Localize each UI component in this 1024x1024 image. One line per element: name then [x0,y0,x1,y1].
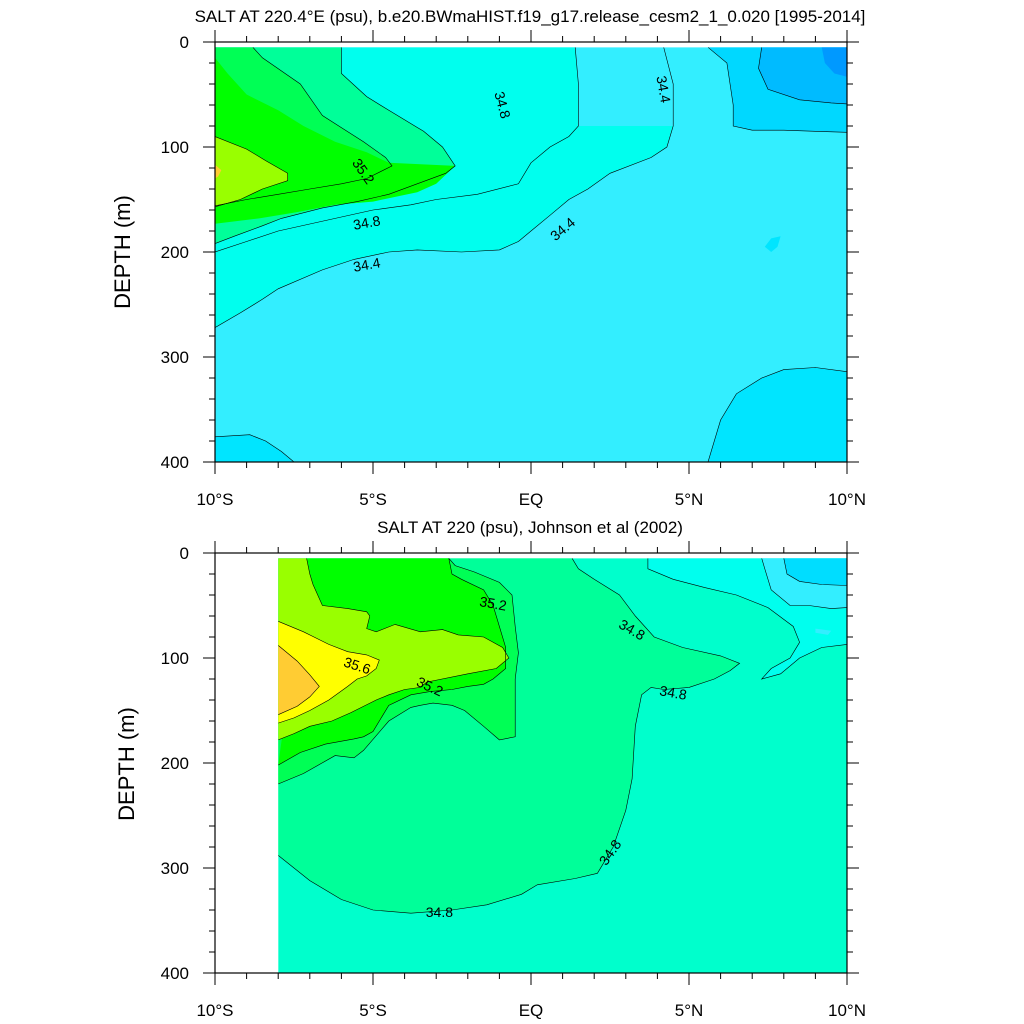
panel-title: SALT AT 220 (psu), Johnson et al (2002) [377,518,683,537]
svg-text:34.4: 34.4 [352,254,382,275]
salinity-region [215,164,222,179]
y-tick-label: 100 [161,138,189,157]
salinity-region [815,628,832,635]
y-tick-label: 300 [161,859,189,878]
svg-text:34.8: 34.8 [658,682,688,703]
contour-line [215,47,579,253]
contour-line [278,558,510,741]
salinity-field [215,47,847,462]
y-tick-label: 200 [161,243,189,262]
x-tick-label: 5°N [675,490,704,509]
contour-label: 34.4 [352,254,382,275]
contour-line [278,558,741,914]
x-tick-label: 5°S [359,1001,387,1020]
y-tick-label: 400 [161,964,189,983]
salinity-region [215,136,288,207]
svg-text:34.8: 34.8 [352,212,382,233]
x-tick-label: EQ [519,1001,544,1020]
salinity-region [708,367,847,462]
x-tick-label: 10°N [828,490,866,509]
contour-line [215,136,289,208]
y-axis-label: DEPTH (m) [110,195,135,309]
salinity-region [821,47,847,77]
y-tick-label: 100 [161,649,189,668]
observed-salinity-panel: SALT AT 220 (psu), Johnson et al (2002) … [114,518,866,1020]
contour-label: 34.4 [653,74,674,104]
svg-text:34.8: 34.8 [426,904,453,920]
contour-line [215,47,456,244]
model-salinity-panel: SALT AT 220.4°E (psu), b.e20.BWmaHIST.f1… [110,7,866,509]
contour-line [278,645,320,715]
x-tick-label: 10°S [196,1001,233,1020]
contour-line [278,558,507,766]
contour-line [215,47,674,328]
contour-label: 35.2 [478,593,508,614]
x-tick-label: 5°S [359,490,387,509]
x-tick-label: 10°S [196,490,233,509]
y-tick-label: 400 [161,453,189,472]
salinity-region [764,236,781,252]
svg-text:34.8: 34.8 [491,90,514,121]
contour-line [761,558,847,609]
contour-line [215,434,295,462]
contour-line [278,621,380,724]
contour-line [707,47,847,133]
contour-label: 34.8 [491,90,514,121]
contour-line [707,367,847,462]
contour-line [647,558,847,680]
y-axis-label: DEPTH (m) [114,707,139,821]
salinity-region [215,126,674,328]
y-tick-label: 0 [180,544,189,563]
contour-line [278,558,519,785]
panel-title: SALT AT 220.4°E (psu), b.e20.BWmaHIST.f1… [195,7,866,26]
y-tick-label: 200 [161,754,189,773]
y-tick-label: 300 [161,348,189,367]
contour-label: 34.8 [426,904,453,920]
svg-text:35.2: 35.2 [478,593,508,614]
salinity-region [783,558,847,586]
x-tick-label: 5°N [675,1001,704,1020]
salinity-region [215,434,294,462]
salinity-field [278,558,847,973]
y-tick-label: 0 [180,33,189,52]
contour-line [783,558,847,586]
contour-label: 34.8 [352,212,382,233]
contour-line [758,47,847,105]
x-tick-label: EQ [519,490,544,509]
svg-text:34.4: 34.4 [653,74,674,104]
contour-label: 34.8 [658,682,688,703]
contour-line [215,47,393,207]
x-tick-label: 10°N [828,1001,866,1020]
